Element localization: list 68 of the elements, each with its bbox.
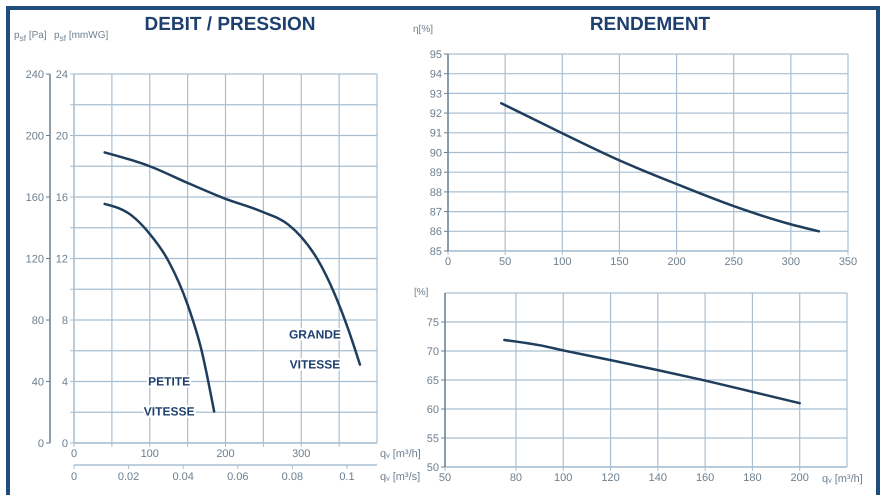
y-tick-label: 93: [430, 88, 442, 100]
y-tick-label: 75: [426, 316, 439, 329]
text: GRANDE VITESSE: [288, 328, 341, 372]
x-tick-label: 100: [554, 472, 572, 484]
x-tick-label: 350: [838, 256, 858, 268]
x-tick-label: 200: [667, 256, 686, 268]
x-tick-label: 200: [216, 448, 235, 460]
x-tick-label: 50: [499, 256, 512, 268]
x-tick-label: 0: [444, 256, 452, 268]
y-tick-label: 91: [430, 128, 442, 140]
x-tick-label: 80: [510, 472, 522, 484]
chart-title: RENDEMENT: [588, 14, 712, 36]
y-tick-label: 0: [38, 438, 44, 450]
x-tick-label: 180: [743, 472, 762, 484]
x-tick-label: 100: [553, 256, 572, 268]
line-series: [503, 338, 801, 404]
y2-tick-label: 16: [56, 192, 68, 204]
y-tick-label: 89: [430, 167, 442, 180]
line-series: [500, 102, 820, 233]
y-tick-label: 60: [426, 404, 439, 416]
x2-tick-label: 0.1: [339, 471, 355, 483]
x2-tick-label: 0.02: [118, 471, 140, 483]
y2-tick-label: 4: [62, 376, 68, 388]
y2-axis-title: p$_{sf}$ [mmWG]: [54, 30, 108, 44]
y2-tick-label: 24: [56, 68, 68, 81]
x2-tick-label: 0.06: [227, 471, 248, 483]
y2-tick-label: 0: [62, 438, 68, 450]
y-tick-label: 94: [430, 68, 442, 81]
x-tick-label: 150: [610, 256, 629, 268]
y-tick-label: 90: [430, 147, 442, 160]
x-axis-title: qᵥ [m³/h]: [822, 473, 863, 485]
y-tick-label: 87: [430, 206, 442, 219]
y-tick-label: 40: [32, 376, 44, 388]
x-tick-label: 200: [790, 472, 809, 484]
x-tick-label: 100: [140, 448, 159, 460]
text: PETITE VITESSE: [144, 374, 194, 418]
y-axis-title: p$_{sf}$ [Pa]: [14, 30, 47, 44]
chart-title: DEBIT / PRESSION: [143, 14, 317, 36]
y-tick-label: 88: [430, 186, 442, 199]
x-axis-title: qᵥ [m³/h]: [380, 448, 421, 460]
y-tick-label: 92: [430, 108, 442, 120]
x-tick-label: 140: [648, 472, 668, 484]
y-tick-label: 65: [426, 374, 439, 387]
x-tick-label: 120: [601, 472, 620, 484]
x-tick-label: 50: [438, 472, 452, 484]
y2-tick-label: 20: [56, 130, 68, 142]
x-tick-label: 250: [724, 256, 743, 268]
y-tick-label: 50: [426, 462, 439, 474]
y-tick-label: 200: [26, 130, 44, 142]
y-tick-label: 95: [430, 48, 442, 61]
x-tick-label: 0: [70, 448, 78, 460]
y-axis-title: η[%]: [413, 24, 434, 35]
y-tick-label: 160: [26, 192, 44, 204]
x2-tick-label: 0.08: [282, 471, 304, 483]
y-tick-label: 240: [26, 68, 44, 81]
y-tick-label: 85: [430, 246, 442, 258]
y-tick-label: 86: [430, 226, 442, 238]
x2-axis-title: qᵥ [m³/s]: [380, 471, 420, 483]
y-axis-title: [%]: [414, 287, 428, 298]
y2-tick-label: 8: [62, 314, 68, 327]
x-tick-label: 300: [782, 256, 800, 268]
y2-tick-label: 12: [56, 253, 68, 266]
y-tick-label: 70: [426, 346, 439, 358]
x-tick-label: 300: [292, 448, 310, 460]
y-tick-label: 80: [32, 314, 44, 327]
x2-tick-label: 0.04: [172, 471, 194, 483]
x-tick-label: 160: [696, 472, 714, 484]
y-tick-label: 55: [426, 432, 439, 445]
